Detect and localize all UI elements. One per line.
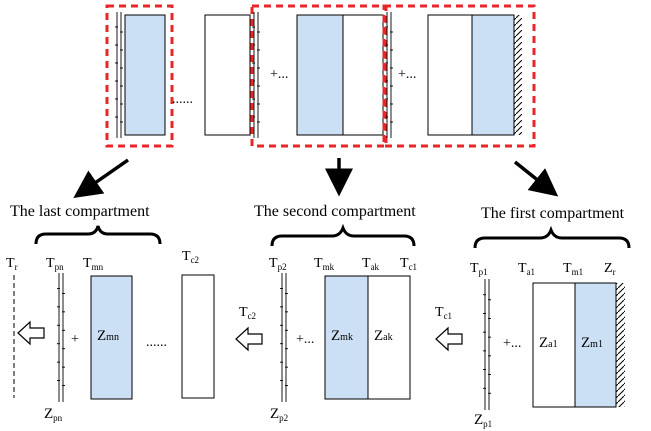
hollow-arrow-first <box>435 326 463 352</box>
label-tc2-last: Tc2 <box>182 249 199 265</box>
label-zmk: Zmk <box>331 328 353 344</box>
last-compartment: Tr Tpn Tmn + Zmn ...... Tc2 Zpn <box>6 249 215 423</box>
perforated-plate-p1 <box>483 279 491 410</box>
top-panel-4-blue <box>471 14 515 136</box>
label-zpn: Zpn <box>44 406 63 423</box>
top-panel-2 <box>204 14 251 136</box>
plus-first: +... <box>503 336 521 351</box>
perforated-plate-p2 <box>280 273 288 402</box>
flow-arrows <box>73 158 559 198</box>
hollow-arrow-second <box>235 326 263 352</box>
arrow-to-first <box>513 160 559 197</box>
label-tpn: Tpn <box>46 256 64 272</box>
label-tmk: Tmk <box>314 256 335 272</box>
label-tc1-first: Tc1 <box>435 305 452 321</box>
plus-second: +... <box>296 332 314 347</box>
top-panel-4-white <box>427 14 473 136</box>
top-dots: ...... <box>172 92 193 107</box>
top-panel-3-white <box>342 14 384 136</box>
panel-last-white <box>181 274 215 399</box>
label-tmn: Tmn <box>83 256 104 272</box>
panel-zmk <box>324 275 369 400</box>
label-tr: Tr <box>6 256 18 272</box>
title-second-compartment: The second compartment <box>254 203 416 220</box>
top-red-box-3 <box>382 4 536 148</box>
title-last-compartment: The last compartment <box>10 203 150 220</box>
label-za1: Za1 <box>539 335 558 351</box>
label-zp2: Zp2 <box>270 406 288 423</box>
top-panel-3-blue <box>296 14 344 136</box>
plus-last: + <box>71 332 79 347</box>
top-panel-1 <box>124 14 166 136</box>
arrow-to-last <box>73 158 129 198</box>
panel-zm1 <box>574 282 617 408</box>
label-zmn: Zmn <box>97 328 119 344</box>
top-plus-2: +... <box>398 67 416 82</box>
label-zm1: Zm1 <box>581 335 603 351</box>
top-red-box-1 <box>105 4 174 148</box>
label-zak: Zak <box>374 328 393 344</box>
title-first-compartment: The first compartment <box>481 205 625 222</box>
top-perforated-plate-1 <box>115 12 123 138</box>
top-red-box-2 <box>250 4 388 148</box>
top-wall-hatch <box>514 15 522 135</box>
wall-hatch <box>616 283 625 407</box>
label-tc1-second: Tc1 <box>400 256 417 272</box>
dots-last: ...... <box>146 335 167 350</box>
label-tp2: Tp2 <box>269 256 287 272</box>
second-compartment: Tc2 Tp2 Tmk Tak Tc1 +... Zmk Zak Zp2 <box>235 256 417 423</box>
label-ta1: Ta1 <box>518 261 535 277</box>
brace-last <box>34 225 162 245</box>
label-tak: Tak <box>362 256 380 272</box>
top-plus-1: +... <box>270 67 288 82</box>
hollow-arrow-last <box>17 320 45 346</box>
brace-second <box>270 223 416 247</box>
label-zr: Zr <box>604 261 616 277</box>
brace-first <box>473 225 631 249</box>
panel-zmn <box>90 275 133 400</box>
perforated-plate-pn <box>57 273 65 402</box>
first-compartment: Tc1 Tp1 Ta1 Tm1 Zr +... Za1 Zm1 Zp1 <box>435 261 625 429</box>
label-tc2-second: Tc2 <box>239 305 256 321</box>
panel-zak <box>367 275 411 400</box>
top-row: ...... +... +... <box>105 4 536 148</box>
panel-za1 <box>532 282 576 408</box>
label-tp1: Tp1 <box>470 261 488 277</box>
label-zp1: Zp1 <box>474 412 492 429</box>
label-tm1: Tm1 <box>563 261 583 277</box>
